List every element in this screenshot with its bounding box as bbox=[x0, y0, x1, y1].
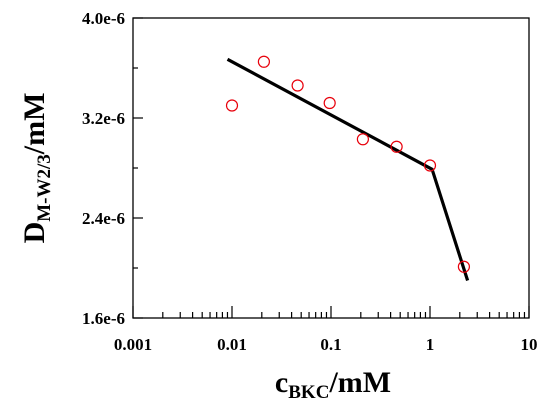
y-tick-label: 3.2e-6 bbox=[82, 109, 125, 128]
data-point bbox=[291, 79, 304, 92]
x-tick-label: 1 bbox=[426, 335, 435, 354]
x-axis-label: cBKC/mM bbox=[275, 366, 391, 403]
series-layer bbox=[225, 55, 470, 281]
x-tick-label: 0.001 bbox=[114, 335, 152, 354]
x-axis-ticks bbox=[132, 306, 530, 318]
x-axis-tick-labels: 0.001 0.01 0.1 1 10 bbox=[114, 335, 538, 354]
data-point bbox=[356, 133, 369, 146]
x-tick-label: 10 bbox=[521, 335, 538, 354]
y-axis-ticks bbox=[133, 17, 143, 319]
data-point bbox=[323, 96, 336, 110]
plot-frame bbox=[132, 17, 530, 319]
x-tick-label: 0.01 bbox=[217, 335, 247, 354]
y-tick-label: 4.0e-6 bbox=[82, 9, 125, 28]
y-tick-label: 2.4e-6 bbox=[82, 209, 125, 228]
data-point bbox=[423, 159, 437, 172]
data-point bbox=[225, 99, 239, 112]
y-axis-tick-labels: 1.6e-6 2.4e-6 3.2e-6 4.0e-6 bbox=[82, 9, 125, 328]
y-axis-label: DM-W2/3/mM bbox=[18, 93, 55, 244]
data-point bbox=[257, 55, 270, 68]
x-tick-label: 0.1 bbox=[320, 335, 341, 354]
y-tick-label: 1.6e-6 bbox=[82, 309, 125, 328]
fit-line bbox=[226, 57, 470, 281]
data-point bbox=[390, 140, 403, 153]
data-point bbox=[457, 260, 470, 273]
